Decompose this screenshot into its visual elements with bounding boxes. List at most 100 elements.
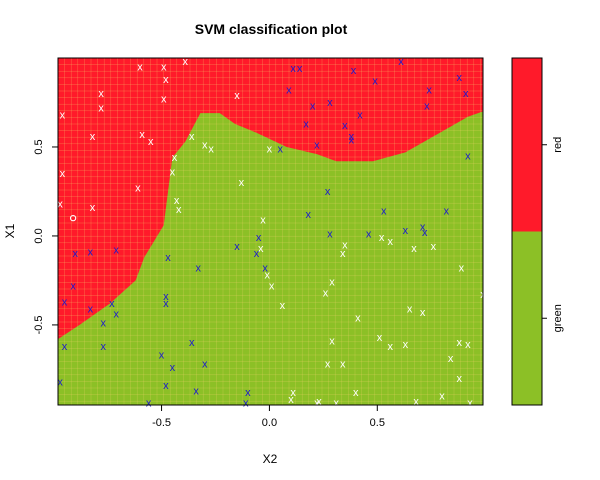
support-vector-point: x (277, 143, 283, 155)
support-vector-point: x (262, 262, 268, 274)
support-vector-point: x (398, 56, 404, 68)
support-vector-point: x (290, 63, 296, 75)
support-vector-point: x (327, 229, 333, 241)
support-vector-point: x (88, 303, 94, 315)
y-tick-label: -0.5 (33, 315, 45, 334)
y-axis: -0.5 0.0 0.5 (33, 139, 58, 334)
data-point: x (174, 195, 180, 207)
support-vector-point: x (245, 387, 251, 399)
x-tick-label: 0.0 (262, 417, 277, 429)
data-point: x (90, 202, 96, 214)
data-point: x (189, 131, 195, 143)
data-point: x (267, 143, 273, 155)
data-point: x (202, 140, 208, 152)
support-vector-point: x (357, 109, 363, 121)
data-point: x (323, 287, 329, 299)
data-point: x (163, 74, 169, 86)
data-point: x (340, 248, 346, 260)
data-point: x (161, 61, 167, 73)
support-vector-point: x (70, 280, 76, 292)
data-point: x (269, 280, 275, 292)
support-vector-point: x (465, 150, 471, 162)
data-point: x (329, 277, 335, 289)
support-vector-point: x (189, 337, 195, 349)
support-vector-point: x (163, 291, 169, 303)
support-vector-point: x (146, 398, 152, 410)
support-vector-point: x (170, 362, 176, 374)
data-point: x (314, 398, 320, 410)
data-point: x (208, 143, 214, 155)
support-vector-point: x (444, 206, 450, 218)
support-vector-point: x (163, 298, 169, 310)
support-vector-point: x (73, 248, 79, 260)
data-point: x (98, 88, 104, 100)
x-tick-label: 0.5 (370, 417, 385, 429)
data-point: x (148, 136, 154, 148)
data-point: x (431, 241, 437, 253)
support-vector-point: x (195, 262, 201, 274)
data-point: x (411, 243, 417, 255)
data-point: x (90, 131, 96, 143)
data-point: x (161, 93, 167, 105)
data-point: x (340, 359, 346, 371)
support-vector-point: x (366, 229, 372, 241)
legend-swatch-green (512, 231, 542, 405)
support-vector-point: x (349, 134, 355, 146)
support-vector-point: x (314, 140, 320, 152)
data-point: x (420, 307, 426, 319)
data-point: x (176, 204, 182, 216)
y-tick-label: 0.0 (33, 228, 45, 243)
support-vector-point: x (327, 97, 333, 109)
support-vector-point: x (372, 76, 378, 88)
data-point: x (172, 152, 178, 164)
data-point: x (467, 398, 473, 410)
support-vector-point: x (403, 225, 409, 237)
data-point: x (342, 239, 348, 251)
support-vector-point: x (62, 341, 68, 353)
data-point: x (403, 339, 409, 351)
support-vector-point: x (62, 296, 68, 308)
data-point: x (353, 387, 359, 399)
data-point: x (316, 396, 322, 408)
legend-label-green: green (552, 304, 564, 332)
data-point: x (258, 243, 264, 255)
support-vector-point: x (163, 380, 169, 392)
data-point: x (135, 182, 141, 194)
data-point: x (60, 109, 66, 121)
legend-label-red: red (552, 137, 564, 153)
support-vector-point: x (349, 131, 355, 143)
y-tick-label: 0.5 (33, 139, 45, 154)
support-vector-point: x (342, 120, 348, 132)
support-vector-point: x (202, 359, 208, 371)
data-point: x (459, 262, 465, 274)
data-point: x (288, 394, 294, 406)
data-point: x (413, 396, 419, 408)
data-point: x (98, 102, 104, 114)
support-vector-point: x (424, 101, 430, 113)
plot-frame (57, 57, 484, 406)
data-point: x (325, 359, 331, 371)
data-point: x (57, 198, 63, 210)
support-vector-point: x (306, 209, 312, 221)
data-point: x (439, 391, 445, 403)
support-vector-point: x (109, 298, 115, 310)
support-vector-point: x (310, 101, 316, 113)
support-vector-point: x (381, 206, 387, 218)
support-vector-point: x (463, 88, 469, 100)
data-point: x (137, 61, 143, 73)
support-vector-point: x (420, 222, 426, 234)
support-vector-point: x (234, 241, 240, 253)
support-vector-point: x (165, 252, 171, 264)
support-vector-point: x (286, 85, 292, 97)
legend-frame (511, 57, 543, 406)
data-point: x (407, 303, 413, 315)
data-point: x (379, 232, 385, 244)
data-point: x (329, 335, 335, 347)
data-point: x (457, 373, 463, 385)
data-point: x (457, 337, 463, 349)
data-point: x (465, 339, 471, 351)
class-legend: red green (511, 57, 564, 406)
data-point: x (280, 300, 286, 312)
data-point: x (377, 332, 383, 344)
